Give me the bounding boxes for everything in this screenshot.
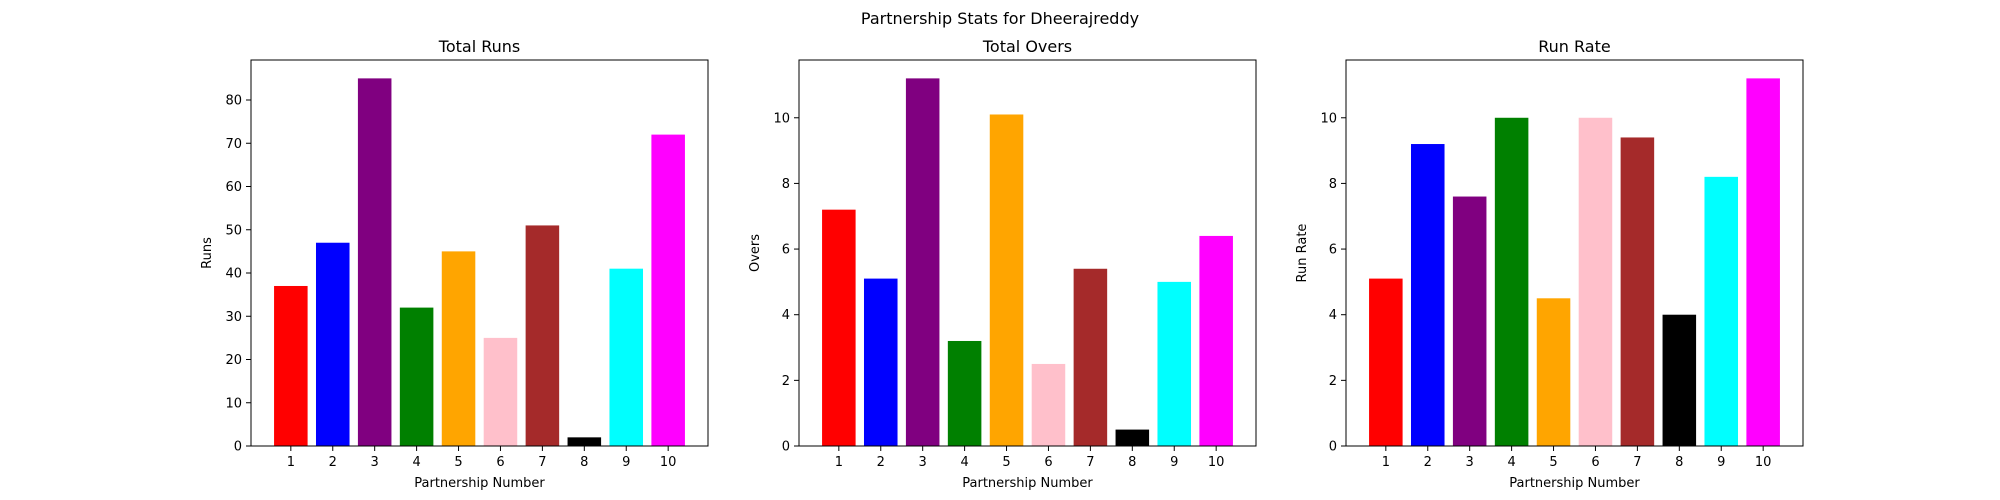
bar-9 — [609, 268, 644, 446]
y-tick-label: 8 — [1329, 177, 1337, 192]
x-tick-label: 3 — [919, 455, 927, 470]
chart-title: Total Overs — [982, 37, 1072, 56]
x-tick-label: 5 — [454, 455, 462, 470]
x-tick-label: 5 — [1002, 455, 1010, 470]
chart-panel-1: Total Runs 1 2 3 4 5 6 7 8 9 10 0 10 20 30 40 50 60 70 80 Pa… — [200, 37, 709, 491]
bar-3 — [1452, 196, 1487, 446]
x-tick-label: 3 — [1466, 455, 1474, 470]
bar-2 — [1410, 144, 1445, 446]
x-tick-label: 8 — [1128, 455, 1136, 470]
bar-10 — [1199, 235, 1233, 446]
x-tick-label: 2 — [877, 455, 885, 470]
y-tick-label: 0 — [1329, 440, 1337, 455]
y-tick-label: 40 — [225, 267, 242, 282]
y-tick-label: 30 — [225, 310, 242, 325]
bar-1 — [822, 209, 856, 446]
y-tick-label: 6 — [782, 243, 790, 258]
x-axis-label: Partnership Number — [962, 476, 1093, 491]
x-tick-label: 4 — [1507, 455, 1515, 470]
bar-4 — [399, 307, 434, 446]
y-tick-label: 10 — [1320, 111, 1337, 126]
bar-2 — [315, 242, 350, 446]
bar-5 — [989, 114, 1024, 447]
bar-7 — [1620, 137, 1655, 446]
x-tick-label: 6 — [1044, 455, 1052, 470]
bar-4 — [947, 340, 982, 446]
chart-title: Run Rate — [1538, 37, 1610, 56]
bar-10 — [1746, 78, 1780, 446]
y-tick-label: 6 — [1329, 243, 1337, 258]
x-tick-label: 2 — [1424, 455, 1432, 470]
bar-2 — [863, 278, 898, 446]
x-axis-label: Partnership Number — [1509, 476, 1640, 491]
x-tick-label: 4 — [960, 455, 968, 470]
y-tick-label: 4 — [782, 308, 790, 323]
chart-panel-2: Total Overs 1 2 3 4 5 6 7 8 9 10 0 2 4 6 8 10 Partnership… — [748, 37, 1257, 491]
y-tick-label: 0 — [782, 440, 790, 455]
x-tick-label: 10 — [660, 455, 677, 470]
x-tick-label: 7 — [538, 455, 546, 470]
bar-8 — [567, 437, 602, 446]
x-tick-label: 8 — [1675, 455, 1683, 470]
bar-3 — [905, 78, 940, 446]
x-axis-label: Partnership Number — [414, 476, 545, 491]
y-tick-label: 8 — [782, 177, 790, 192]
x-tick-label: 9 — [1170, 455, 1178, 470]
x-tick-label: 1 — [287, 455, 295, 470]
x-tick-label: 4 — [412, 455, 420, 470]
chart-panel-3: Run Rate 1 2 3 4 5 6 7 8 9 10 0 2 4 6 8 10 Partnership Nu… — [1295, 37, 1804, 491]
chart-title: Total Runs — [438, 37, 520, 56]
bar-9 — [1157, 281, 1192, 446]
y-tick-label: 20 — [225, 353, 242, 368]
x-tick-label: 10 — [1755, 455, 1772, 470]
bar-8 — [1115, 429, 1150, 446]
bar-9 — [1704, 176, 1739, 446]
x-tick-label: 2 — [329, 455, 337, 470]
x-tick-label: 7 — [1086, 455, 1094, 470]
bar-5 — [441, 251, 476, 446]
y-tick-label: 2 — [1329, 374, 1337, 389]
y-tick-label: 50 — [225, 223, 242, 238]
bar-6 — [1578, 117, 1613, 447]
y-tick-label: 10 — [225, 396, 242, 411]
y-tick-label: 10 — [773, 111, 790, 126]
bar-1 — [274, 285, 308, 446]
x-tick-label: 6 — [496, 455, 504, 470]
y-tick-label: 60 — [225, 180, 242, 195]
y-tick-label: 0 — [234, 440, 242, 455]
x-tick-label: 1 — [1382, 455, 1390, 470]
x-tick-label: 1 — [835, 455, 843, 470]
bar-6 — [1031, 363, 1066, 446]
bar-7 — [1073, 268, 1108, 446]
x-tick-label: 3 — [371, 455, 379, 470]
axes-frame — [798, 59, 1257, 447]
x-tick-label: 5 — [1549, 455, 1557, 470]
x-tick-label: 9 — [622, 455, 630, 470]
y-tick-label: 70 — [225, 137, 242, 152]
bar-3 — [357, 78, 392, 446]
axes-frame — [250, 59, 709, 447]
bar-5 — [1536, 298, 1571, 446]
axes-frame — [1345, 59, 1804, 447]
figure-suptitle: Partnership Stats for Dheerajreddy — [861, 9, 1139, 28]
x-tick-label: 9 — [1717, 455, 1725, 470]
bar-7 — [525, 225, 560, 446]
x-tick-label: 8 — [580, 455, 588, 470]
y-axis-label: Run Rate — [1295, 224, 1310, 283]
x-tick-label: 10 — [1208, 455, 1225, 470]
x-tick-label: 7 — [1633, 455, 1641, 470]
y-tick-label: 80 — [225, 94, 242, 109]
bar-1 — [1369, 278, 1403, 446]
bar-10 — [651, 134, 685, 447]
y-axis-label: Runs — [200, 237, 215, 269]
y-tick-label: 2 — [782, 374, 790, 389]
bar-8 — [1662, 314, 1697, 446]
y-tick-label: 4 — [1329, 308, 1337, 323]
bar-4 — [1494, 117, 1529, 447]
y-axis-label: Overs — [748, 234, 763, 272]
bar-6 — [483, 337, 518, 446]
x-tick-label: 6 — [1591, 455, 1599, 470]
